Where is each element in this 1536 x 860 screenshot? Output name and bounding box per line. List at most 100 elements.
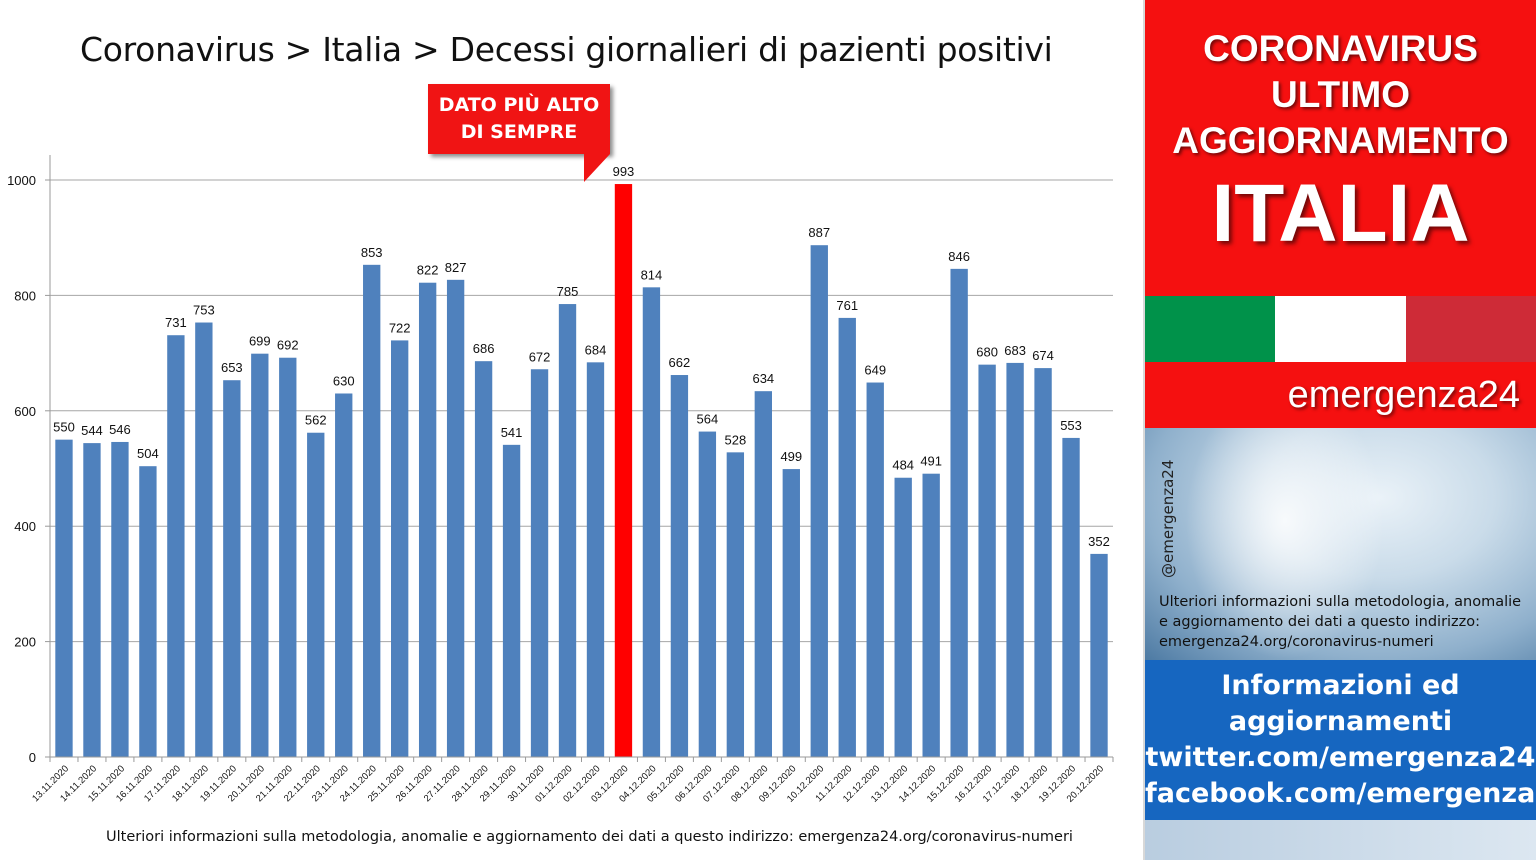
data-label: 544 [81,423,103,438]
bar [810,245,828,758]
flag-red-band [1405,296,1536,362]
y-tick-label: 600 [14,404,36,419]
twitter-link[interactable]: twitter.com/emergenza24 [1145,742,1536,773]
bar [502,444,521,757]
bar [446,279,465,757]
flag-white-band [1275,296,1406,362]
data-label: 686 [473,341,495,356]
data-label: 630 [333,373,355,388]
data-label: 504 [137,446,159,461]
bar [1062,437,1080,757]
bar [251,353,269,757]
bar [279,357,297,757]
bar [642,287,661,757]
header-line-3: AGGIORNAMENTO [1172,120,1509,161]
data-label: 352 [1088,534,1110,549]
footnote: Ulteriori informazioni sulla metodologia… [106,829,1073,845]
chart-panel: 550 544 546 504 731 753 653 699 692 562 630 853 722 8… [7,30,1114,845]
bar [55,439,73,757]
data-label: 653 [221,360,243,375]
data-label: 993 [613,164,635,179]
callout-line-1: DATO PIÙ ALTO [438,94,600,116]
page-title: Coronavirus > Italia > Decessi giornalie… [80,30,1053,69]
data-label: 674 [1032,348,1054,363]
social-line-2: aggiornamenti [1228,706,1453,737]
bar [390,340,409,757]
data-label: 699 [249,334,271,349]
header-line-1: CORONAVIRUS [1203,28,1478,69]
y-tick-label: 200 [14,635,36,650]
social-handle: @emergenza24 [1159,459,1177,578]
data-label: 683 [1004,343,1026,358]
data-label: 649 [864,363,886,378]
flag-green-band [1145,296,1276,362]
bar [474,361,493,757]
sidebar-header: CORONAVIRUS ULTIMO AGGIORNAMENTO ITALIA [1145,0,1536,296]
bottom-photo-strip [1145,820,1536,860]
photo-highlight [1185,428,1385,660]
record-callout: DATO PIÙ ALTO DI SEMPRE [428,84,610,154]
bar [586,362,605,757]
header-country: ITALIA [1211,168,1470,259]
bar [698,431,717,757]
bar [111,441,129,757]
bar [922,473,940,757]
data-label: 499 [780,449,802,464]
bar [139,466,157,757]
panel-divider [1143,0,1145,860]
bar [894,477,912,757]
bar-highlight [614,184,633,757]
data-label: 546 [109,422,131,437]
data-label: 562 [305,413,327,428]
bar [195,322,213,757]
sidebar: CORONAVIRUS ULTIMO AGGIORNAMENTO ITALIA … [1145,0,1536,860]
data-label: 484 [892,458,914,473]
bar [530,369,549,757]
bar [223,380,241,757]
bar-chart: 550 544 546 504 731 753 653 699 692 562 630 853 722 8… [7,155,1114,805]
bar [1006,362,1024,757]
bar [782,469,800,757]
bar [726,452,745,757]
data-label: 846 [948,249,970,264]
data-label: 722 [389,320,411,335]
data-label: 541 [501,425,523,440]
facebook-link[interactable]: facebook.com/emergenza24 [1145,778,1536,809]
data-label: 553 [1060,418,1082,433]
data-label: 634 [752,371,774,386]
bar [363,264,381,757]
background-photo [1145,428,1536,660]
callout-line-2: DI SEMPRE [460,121,578,143]
italian-flag [1145,296,1536,362]
brand-name: emergenza24 [1287,374,1520,416]
data-label: 672 [529,349,551,364]
bar [418,282,437,757]
data-label: 761 [836,298,858,313]
bar [670,375,689,757]
data-label: 684 [585,342,607,357]
bar [866,382,884,757]
bar [307,432,325,757]
data-label: 853 [361,245,383,260]
brand-bar: emergenza24 [1145,362,1536,428]
y-tick-label: 400 [14,519,36,534]
data-label: 528 [725,432,747,447]
data-label: 822 [417,263,439,278]
bar [838,317,856,757]
data-label: 827 [445,260,467,275]
data-label: 887 [808,225,830,240]
social-links-box: Informazioni ed aggiornamenti twitter.co… [1145,660,1536,820]
header-line-2: ULTIMO [1270,74,1411,115]
bar [558,304,577,757]
bar [83,443,101,757]
bar [978,364,996,757]
bar [754,391,773,757]
bar [1090,553,1108,757]
callout-arrow [584,154,610,182]
data-label: 550 [53,420,75,435]
data-label: 680 [976,345,998,360]
bar [1034,368,1052,757]
bar [950,268,968,757]
data-label: 564 [697,412,719,427]
social-line-1: Informazioni ed [1221,670,1460,701]
